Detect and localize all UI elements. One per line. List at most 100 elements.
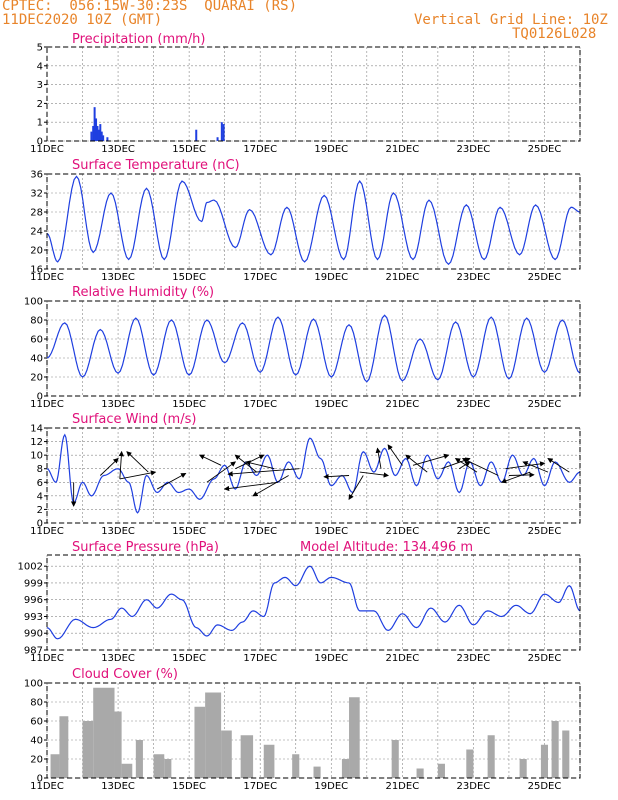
cloud-bar xyxy=(487,735,495,778)
cloud-xtick-label: 21DEC xyxy=(385,781,419,792)
precip-bar xyxy=(222,124,225,141)
pressure-title: Surface Pressure (hPa) xyxy=(72,540,219,555)
precip-bar xyxy=(97,129,100,141)
cloud-bar xyxy=(221,730,232,778)
wind-wind-arrow xyxy=(323,473,350,480)
wind-xtick-label: 11DEC xyxy=(30,526,64,537)
wind-xtick-label: 15DEC xyxy=(172,526,206,537)
wind-ytick-label: 10 xyxy=(30,451,43,462)
pressure-panel: 987 990 993 996 999 1002 11DEC 13DEC 15DEC 17DEC 1… xyxy=(18,540,581,664)
precip-bar xyxy=(99,124,102,141)
temp-ytick-label: 32 xyxy=(30,189,43,200)
temp-title: Surface Temperature (nC) xyxy=(72,158,240,173)
wind-line xyxy=(46,433,581,514)
cloud-ytick-label: 100 xyxy=(24,679,43,690)
cloud-bar xyxy=(93,687,115,778)
precip-ytick-label: 2 xyxy=(37,99,43,110)
wind-ytick-label: 4 xyxy=(37,491,43,502)
pressure-xtick-label: 13DEC xyxy=(101,653,135,664)
temp-ytick-label: 24 xyxy=(30,227,43,238)
precip-bar xyxy=(90,131,93,141)
temp-xtick-label: 19DEC xyxy=(314,272,348,283)
temp-panel: 16 20 24 28 32 36 11DEC 13DEC 15DEC 17DEC 19DEC 21D… xyxy=(30,158,581,283)
cloud-bar xyxy=(263,744,275,778)
cloud-ytick-label: 0 xyxy=(37,774,43,785)
pressure-xtick-label: 11DEC xyxy=(30,653,64,664)
precip-bar xyxy=(96,125,99,141)
wind-wind-arrow xyxy=(99,457,119,476)
cloud-bar xyxy=(240,735,254,778)
wind-wind-arrow xyxy=(412,453,450,466)
cloud-bar xyxy=(313,766,321,778)
cloud-bar xyxy=(416,768,424,778)
cloud-bar xyxy=(205,692,222,778)
temp-ytick-label: 36 xyxy=(30,170,43,181)
wind-wind-arrow xyxy=(375,447,382,469)
pressure-xtick-label: 19DEC xyxy=(314,653,348,664)
precip-ytick-label: 3 xyxy=(37,80,43,91)
cloud-bar xyxy=(551,721,559,778)
wind-wind-arrow xyxy=(348,475,364,501)
temp-line xyxy=(46,175,581,266)
wind-wind-arrow xyxy=(245,460,275,470)
temp-ytick-label: 28 xyxy=(30,208,43,219)
cloud-frame xyxy=(46,682,581,779)
wind-wind-arrow xyxy=(359,471,390,478)
humidity-ytick-label: 20 xyxy=(30,373,43,384)
temp-xtick-label: 15DEC xyxy=(172,272,206,283)
precip-title: Precipitation (mm/h) xyxy=(72,32,205,47)
wind-ytick-label: 12 xyxy=(30,437,43,448)
pressure-ytick-label: 1002 xyxy=(18,562,43,573)
cloud-bar xyxy=(114,711,122,778)
wind-ytick-label: 6 xyxy=(37,478,43,489)
humidity-xtick-label: 11DEC xyxy=(30,399,64,410)
wind-wind-arrow xyxy=(119,470,157,480)
humidity-xtick-label: 13DEC xyxy=(101,399,135,410)
cloud-bar xyxy=(164,759,172,778)
cloud-bar xyxy=(341,759,350,778)
precip-bar xyxy=(92,125,95,141)
humidity-ytick-label: 0 xyxy=(37,392,43,403)
cloud-xtick-label: 25DEC xyxy=(528,781,562,792)
pressure-line xyxy=(46,565,581,640)
pressure-frame xyxy=(46,554,581,651)
wind-frame xyxy=(46,427,581,524)
cloud-title: Cloud Cover (%) xyxy=(72,667,178,682)
precip-panel: 0 1 2 3 4 5 11DEC 13DEC 15DEC 17DEC 19DEC 21DEC 23DE… xyxy=(30,32,581,155)
cloud-bar xyxy=(121,763,133,778)
humidity-panel: 0 20 40 60 80 100 11DEC 13DEC 15DEC 17DEC 19DEC 21D… xyxy=(24,285,581,410)
wind-wind-arrow xyxy=(198,454,222,466)
precip-bar xyxy=(216,137,219,141)
vertical-grid-note: Vertical Grid Line: 10Z xyxy=(414,12,608,28)
wind-wind-arrow xyxy=(387,444,403,466)
wind-xtick-label: 13DEC xyxy=(101,526,135,537)
cloud-ytick-label: 60 xyxy=(30,717,43,728)
cloud-bar xyxy=(59,716,69,778)
precip-bar xyxy=(106,137,109,141)
cloud-xtick-label: 17DEC xyxy=(243,781,277,792)
precip-bar xyxy=(95,118,98,141)
pressure-ytick-label: 996 xyxy=(24,595,43,606)
temp-xtick-label: 23DEC xyxy=(457,272,491,283)
cloud-xtick-label: 11DEC xyxy=(30,781,64,792)
precip-xtick-label: 17DEC xyxy=(243,144,277,155)
precip-bar xyxy=(100,131,103,141)
humidity-xtick-label: 17DEC xyxy=(243,399,277,410)
cloud-bar xyxy=(562,730,570,778)
precip-bar xyxy=(220,122,223,141)
precip-xtick-label: 11DEC xyxy=(30,144,64,155)
wind-wind-arrow xyxy=(461,458,499,476)
humidity-frame xyxy=(46,300,581,397)
pressure-xtick-label: 25DEC xyxy=(528,653,562,664)
humidity-ytick-label: 40 xyxy=(30,354,43,365)
cloud-bar xyxy=(292,754,300,778)
cloud-ytick-label: 80 xyxy=(30,698,43,709)
humidity-ytick-label: 60 xyxy=(30,335,43,346)
wind-wind-arrow xyxy=(126,451,149,473)
cloud-xtick-label: 19DEC xyxy=(314,781,348,792)
temp-frame xyxy=(46,173,581,270)
pressure-ytick-label: 993 xyxy=(24,612,43,623)
cloud-xtick-label: 13DEC xyxy=(101,781,135,792)
